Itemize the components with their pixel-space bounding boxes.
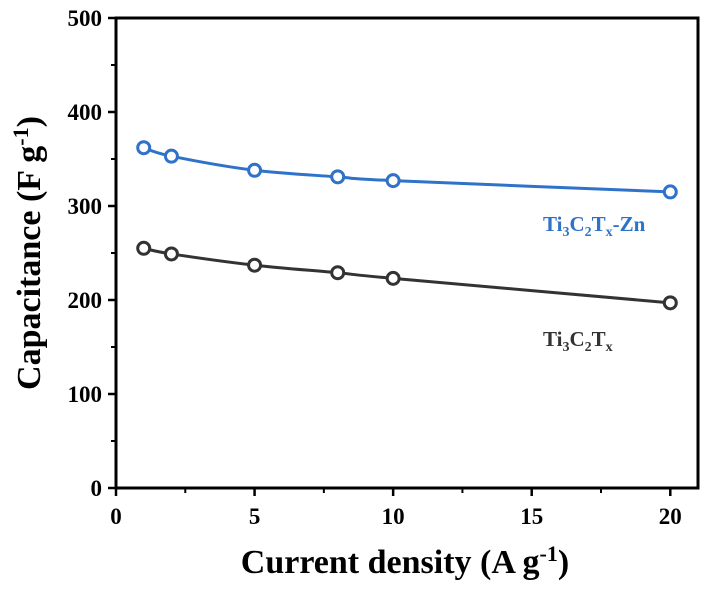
data-point-ti3c2tx [330, 265, 346, 281]
series-label-ti3c2tx-zn: Ti3C2Tx-Zn [543, 212, 646, 240]
x-tick-label: 5 [249, 504, 261, 529]
x-tick-label: 10 [382, 504, 405, 529]
y-axis-title-close: ) [11, 116, 48, 127]
data-point-ti3c2tx [163, 246, 179, 262]
x-tick-label: 20 [659, 504, 682, 529]
y-tick-label: 400 [68, 100, 103, 125]
y-tick-label: 300 [68, 194, 103, 219]
data-point-ti3c2tx-zn [385, 173, 401, 189]
y-tick-label: 500 [68, 6, 103, 31]
data-point-ti3c2tx [136, 240, 152, 256]
y-tick-label: 0 [91, 476, 103, 501]
x-axis-title-close: ) [558, 544, 569, 581]
plot-frame [114, 16, 700, 490]
x-tick-label: 15 [520, 504, 543, 529]
data-point-ti3c2tx-zn [247, 162, 263, 178]
series-line-ti3c2tx-zn [143, 146, 671, 194]
y-tick-label: 100 [68, 382, 103, 407]
plot-area [136, 140, 678, 311]
x-axis-title-sup: -1 [540, 541, 558, 566]
x-axis-title: Current density (A g-1) [241, 541, 569, 582]
series-line-ti3c2tx [143, 246, 671, 305]
data-point-ti3c2tx-zn [163, 148, 179, 164]
data-point-ti3c2tx [662, 295, 678, 311]
x-tick-label: 0 [110, 504, 122, 529]
y-axis-title: Capacitance (F g-1) [8, 116, 49, 390]
data-point-ti3c2tx-zn [136, 140, 152, 156]
series-label-ti3c2tx: Ti3C2Tx [543, 327, 613, 355]
data-point-ti3c2tx-zn [662, 184, 678, 200]
y-axis-title-sup: -1 [8, 127, 33, 145]
y-tick-label: 200 [68, 288, 103, 313]
data-point-ti3c2tx-zn [330, 169, 346, 185]
data-point-ti3c2tx [385, 270, 401, 286]
x-axis-title-main: Current density (A g [241, 544, 540, 581]
y-axis-title-main: Capacitance (F g [11, 146, 48, 390]
data-point-ti3c2tx [247, 257, 263, 273]
